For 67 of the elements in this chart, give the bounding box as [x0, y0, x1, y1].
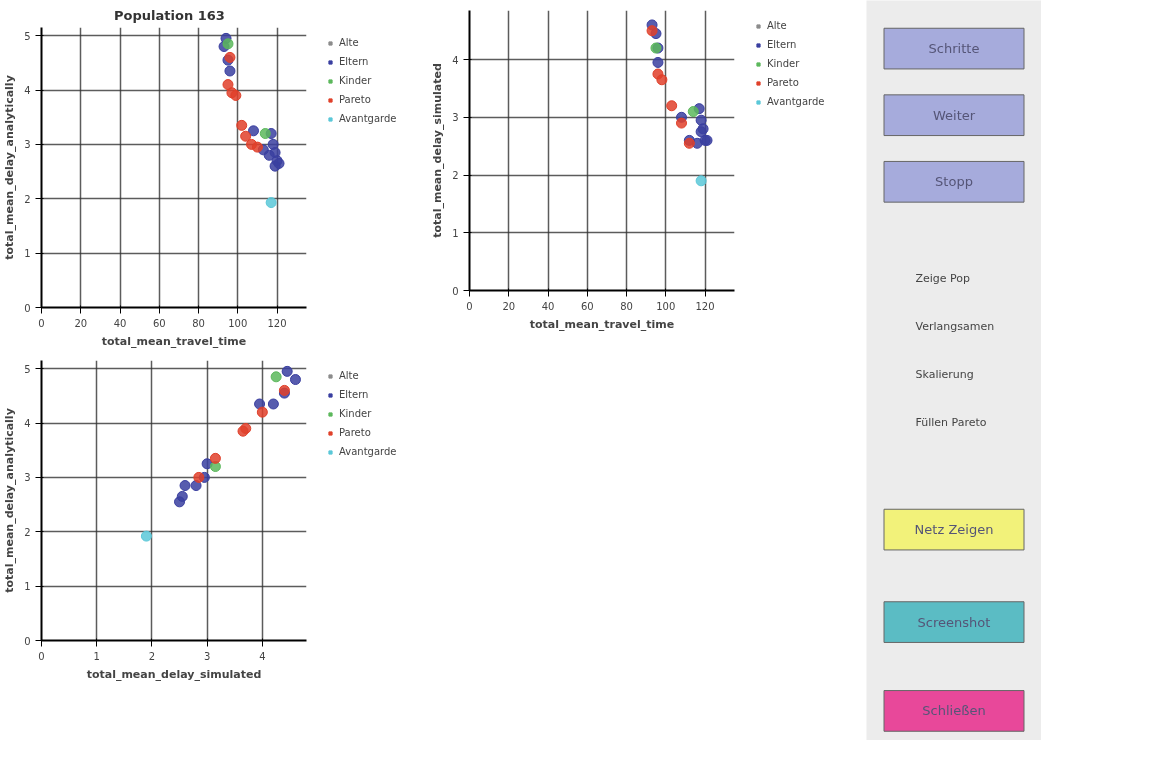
- text: Weiter: [932, 107, 976, 123]
- y-axis-title: total_mean_delay_analytically: [3, 408, 17, 593]
- legend-label: Avantgarde: [339, 446, 397, 457]
- y-tick-label: 3: [452, 112, 459, 124]
- x-tick-label: 20: [502, 300, 516, 312]
- text: Schließen: [922, 703, 986, 719]
- legend-label: Alte: [339, 370, 359, 381]
- y-tick-label: 1: [24, 248, 31, 260]
- x-tick-label: 120: [267, 317, 287, 329]
- legend-label: Kinder: [339, 75, 372, 86]
- legend-label: Eltern: [339, 389, 369, 400]
- legend-label: Kinder: [767, 58, 800, 69]
- legend-label: Kinder: [339, 408, 372, 419]
- legend-label: Pareto: [767, 77, 799, 88]
- legend-label: Eltern: [339, 56, 369, 67]
- legend-label: Pareto: [339, 427, 371, 438]
- x-axis-title: total_mean_travel_time: [529, 317, 675, 331]
- legend-label: Alte: [339, 37, 359, 48]
- y-tick-label: 2: [452, 170, 459, 182]
- x-tick-label: 0: [38, 650, 45, 662]
- x-tick-label: 60: [580, 300, 594, 312]
- y-tick-label: 0: [452, 285, 459, 297]
- y-tick-label: 5: [24, 363, 31, 375]
- x-tick-label: 100: [228, 317, 248, 329]
- text: Zeige Pop: [915, 271, 971, 285]
- y-tick-label: 1: [24, 581, 31, 593]
- x-tick-label: 80: [192, 317, 205, 329]
- x-tick-label: 2: [148, 650, 156, 662]
- legend-label: Pareto: [339, 94, 371, 105]
- y-tick-label: 3: [24, 472, 31, 484]
- x-tick-label: 20: [74, 317, 88, 329]
- y-tick-label: 4: [452, 54, 459, 66]
- x-tick-label: 80: [620, 300, 633, 312]
- y-tick-label: 2: [24, 193, 31, 205]
- y-tick-label: 4: [24, 418, 31, 430]
- y-axis-title: total_mean_delay_analytically: [3, 75, 17, 260]
- x-tick-label: 3: [203, 650, 211, 662]
- x-tick-label: 40: [541, 300, 555, 312]
- text: Stopp: [935, 174, 973, 190]
- x-axis-title: total_mean_travel_time: [101, 334, 247, 348]
- x-tick-label: 1: [93, 650, 100, 662]
- y-axis-title: total_mean_delay_simulated: [431, 63, 445, 238]
- x-tick-label: 120: [695, 300, 715, 312]
- y-tick-label: 4: [24, 85, 31, 97]
- chart-title: Population 163: [114, 7, 225, 23]
- text: Füllen Pareto: [915, 415, 987, 429]
- y-tick-label: 5: [24, 30, 31, 42]
- y-tick-label: 2: [24, 526, 31, 538]
- legend-label: Avantgarde: [767, 96, 825, 107]
- x-tick-label: 0: [466, 300, 473, 312]
- text: Schritte: [928, 41, 980, 57]
- x-tick-label: 40: [113, 317, 127, 329]
- y-tick-label: 0: [24, 635, 31, 647]
- text: Screenshot: [917, 614, 991, 630]
- text: Netz Zeigen: [914, 522, 994, 538]
- y-tick-label: 3: [24, 139, 31, 151]
- x-tick-label: 100: [656, 300, 676, 312]
- x-tick-label: 4: [259, 650, 266, 662]
- legend-label: Avantgarde: [339, 113, 397, 124]
- y-tick-label: 1: [452, 227, 459, 239]
- text: Verlangsamen: [915, 319, 995, 333]
- text: Skalierung: [915, 367, 974, 381]
- legend-label: Eltern: [767, 39, 797, 50]
- x-axis-title: total_mean_delay_simulated: [86, 667, 262, 681]
- x-tick-label: 0: [38, 317, 45, 329]
- x-tick-label: 60: [152, 317, 166, 329]
- legend-label: Alte: [767, 20, 787, 31]
